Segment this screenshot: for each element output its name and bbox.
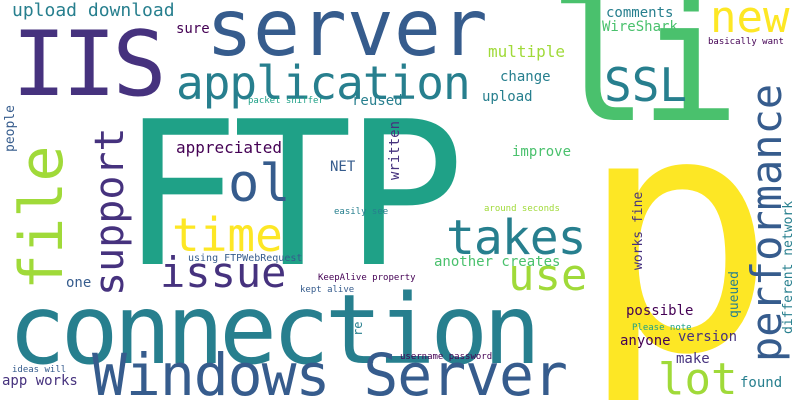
word-people: people [3, 105, 18, 152]
word-support: support [87, 127, 133, 296]
word-ol: ol [228, 154, 291, 214]
word-appreciated: appreciated [176, 138, 282, 157]
word-ssl: SSL [604, 58, 688, 112]
word-packet-sniffer: packet sniffer [248, 96, 324, 106]
word-takes: takes [446, 210, 586, 266]
word-kept-alive: kept alive [300, 285, 355, 295]
word-please-note: Please note [632, 323, 692, 333]
word-different-network: different network [781, 200, 796, 334]
word-use: use [508, 250, 588, 301]
word-ideas-will: ideas will [12, 365, 67, 375]
word-windows-server: Windows Server [92, 341, 568, 400]
word-make: make [676, 351, 710, 367]
word-comments: comments [606, 5, 674, 21]
word-application: application [176, 56, 471, 110]
word-easily-see: easily see [334, 207, 389, 217]
word-li: li [548, 0, 740, 160]
word-server: server [206, 0, 488, 74]
word-around-seconds: around seconds [484, 204, 560, 214]
word-anyone: anyone [620, 333, 671, 349]
word-time: time [172, 208, 283, 262]
word-connection: connection [8, 274, 541, 386]
word-multiple: multiple [488, 42, 566, 61]
word-another-creates: another creates [434, 254, 561, 270]
word-sure: sure [176, 21, 210, 37]
word-ftp: FTP [120, 79, 465, 312]
word-file: file [7, 145, 77, 291]
word-iis: IIS [12, 12, 167, 117]
word-net: NET [330, 159, 356, 175]
word-issue: issue [160, 248, 287, 297]
word-found: found [740, 375, 783, 391]
word-change: change [500, 69, 551, 85]
word-keepalive-property: KeepAlive property [318, 273, 416, 283]
word-wireshark: WireShark [602, 19, 678, 35]
word-basically-want: basically want [708, 37, 784, 47]
word-upload-download: upload download [12, 0, 175, 21]
word-app-works: app works [2, 373, 78, 389]
word-written: written [387, 120, 403, 180]
word-improve: improve [512, 144, 572, 160]
word-using-ftpwebrequest: using FTPWebRequest [188, 253, 303, 264]
word-version: version [678, 329, 738, 345]
word-username-password: username password [400, 352, 493, 362]
word-works-fine: works fine [631, 191, 646, 270]
word-possible: possible [626, 303, 694, 319]
word-reused: reused [352, 93, 403, 109]
word-new: new [710, 0, 790, 43]
word-upload: upload [482, 89, 533, 105]
word-queued: queued [727, 271, 742, 318]
word-p: p [578, 43, 777, 400]
word-re: re [351, 321, 365, 336]
word-lot: lot [658, 354, 738, 400]
word-one: one [66, 275, 92, 291]
